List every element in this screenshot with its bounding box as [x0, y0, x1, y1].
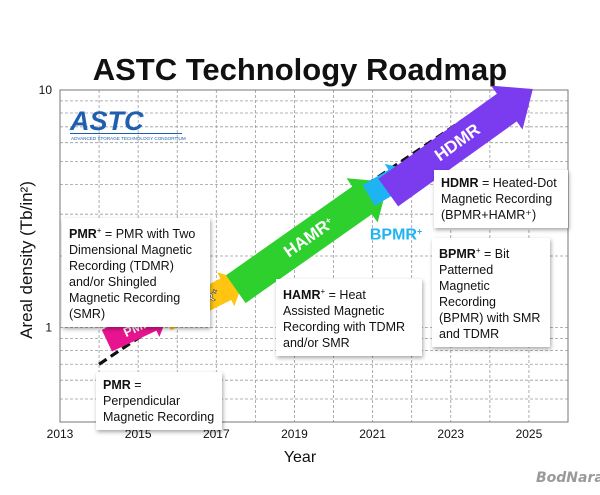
y-tick-labels: 1 10 — [39, 83, 53, 334]
arrow-hamr-plus — [226, 178, 389, 304]
x-tick-label: 2021 — [359, 427, 386, 441]
x-tick-labels: 2013 2015 2017 2019 2021 2023 2025 — [47, 427, 543, 441]
logo-tagline: ADVANCED STORAGE TECHNOLOGY CONSORTIUM — [71, 136, 186, 141]
note-pmr: PMR = Perpendicular Magnetic Recording — [96, 372, 222, 430]
x-tick-label: 2025 — [516, 427, 543, 441]
x-tick-label: 2013 — [47, 427, 74, 441]
watermark: BodNara — [536, 470, 600, 486]
x-tick-label: 2015 — [125, 427, 152, 441]
plot-border — [59, 89, 569, 423]
note-pmr-plus: PMR+ = PMR with Two Dimensional Magnetic… — [62, 218, 210, 328]
note-pmr-plus-text: = PMR with Two Dimensional Magnetic Reco… — [69, 227, 196, 322]
note-bpmr-text: = Bit Patterned Magnetic Recording (BPMR… — [439, 247, 541, 342]
y-tick-label: 1 — [45, 320, 52, 334]
note-hamr: HAMR+ = Heat Assisted Magnetic Recording… — [276, 279, 422, 357]
note-pmr-plus-sup: + — [96, 226, 102, 235]
note-hdmr-term: HDMR — [441, 176, 479, 190]
note-hamr-text: = Heat Assisted Magnetic Recording with … — [283, 288, 406, 351]
y-axis-label: Areal density (Tb/in²) — [17, 181, 36, 339]
note-hamr-term: HAMR — [283, 288, 321, 303]
x-axis-label: Year — [284, 449, 317, 466]
logo-text: ASTC — [69, 106, 144, 136]
x-tick-label: 2023 — [437, 427, 464, 441]
astc-logo: ASTC ADVANCED STORAGE TECHNOLOGY CONSORT… — [68, 106, 186, 142]
note-pmr-plus-term: PMR — [69, 227, 97, 242]
note-bpmr: BPMR+ = Bit Patterned Magnetic Recording… — [432, 238, 550, 348]
note-pmr-term: PMR — [103, 378, 131, 392]
note-hdmr: HDMR = Heated-Dot Magnetic Recording (BP… — [434, 170, 568, 228]
note-pmr-text: = Perpendicular Magnetic Recording — [103, 378, 215, 424]
chart-title: ASTC Technology Roadmap — [92, 52, 508, 87]
x-tick-label: 2019 — [281, 427, 308, 441]
plot-frame — [59, 89, 569, 423]
note-hdmr-text: = Heated-Dot Magnetic Recording (BPMR+HA… — [441, 176, 557, 222]
note-hamr-sup: + — [320, 287, 326, 296]
note-bpmr-term: BPMR — [439, 247, 476, 262]
note-bpmr-sup: + — [475, 246, 481, 255]
x-tick-label: 2017 — [203, 427, 230, 441]
y-tick-label: 10 — [39, 83, 53, 97]
arrow-hdmr — [378, 85, 533, 207]
arrow-label-bpmr-plus: BPMR+ — [370, 226, 422, 243]
